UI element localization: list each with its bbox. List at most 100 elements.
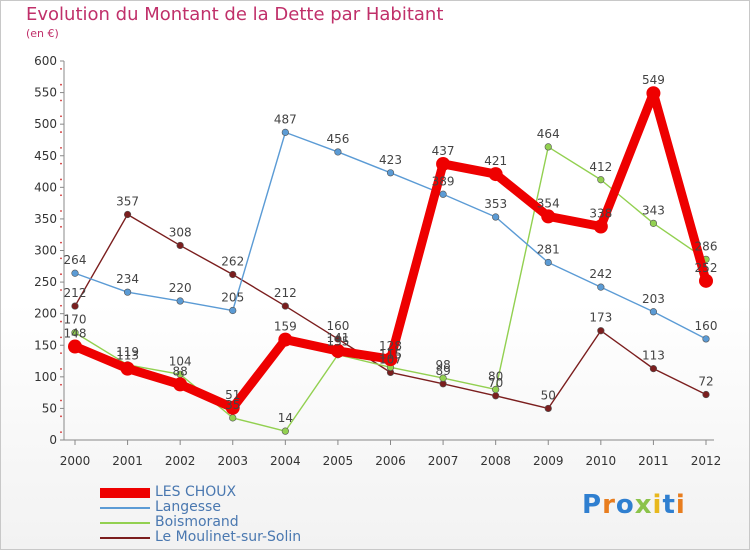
y-minor-dot xyxy=(60,320,62,323)
y-tick-label: 600 xyxy=(34,54,57,68)
y-tick-label: 0 xyxy=(49,433,57,447)
data-point xyxy=(649,219,658,227)
data-point xyxy=(646,86,661,101)
data-point xyxy=(229,414,237,422)
data-point xyxy=(71,302,79,310)
y-minor-dot xyxy=(60,383,62,386)
data-label: 170 xyxy=(64,313,87,327)
data-label: 113 xyxy=(642,349,665,363)
data-point xyxy=(597,283,605,291)
data-label: 264 xyxy=(64,253,87,267)
y-tick-label: 200 xyxy=(34,307,57,321)
y-minor-dot xyxy=(60,162,62,165)
legend-label: Le Moulinet-sur-Solin xyxy=(155,529,302,545)
data-label: 113 xyxy=(116,349,139,363)
data-point xyxy=(176,297,184,305)
data-label: 72 xyxy=(698,375,713,389)
data-label: 159 xyxy=(274,320,297,334)
data-point xyxy=(281,128,289,136)
data-label: 203 xyxy=(642,292,665,306)
y-minor-dot xyxy=(60,368,62,370)
chart-title: Evolution du Montant de la Dette par Hab… xyxy=(26,4,444,25)
data-point xyxy=(225,400,240,415)
y-minor-dot xyxy=(60,241,62,244)
y-minor-dot xyxy=(60,131,62,133)
x-tick-label: 2002 xyxy=(165,454,196,468)
data-label: 549 xyxy=(642,73,665,87)
data-label: 286 xyxy=(695,239,718,253)
data-point xyxy=(492,213,500,221)
legend-swatch xyxy=(100,522,150,524)
data-label: 160 xyxy=(695,319,718,333)
data-label: 357 xyxy=(116,194,139,208)
y-tick-label: 400 xyxy=(34,180,57,194)
x-tick-label: 2001 xyxy=(112,454,143,468)
y-minor-dot xyxy=(60,115,62,118)
data-label: 262 xyxy=(221,255,244,269)
data-label: 308 xyxy=(169,225,192,239)
data-point xyxy=(436,156,451,171)
data-point xyxy=(173,377,188,392)
data-point xyxy=(702,335,710,343)
logo-letter: i xyxy=(652,490,663,520)
data-point xyxy=(120,361,135,376)
legend-swatch xyxy=(100,488,150,498)
data-label: 107 xyxy=(379,352,402,366)
y-minor-dot xyxy=(60,194,62,197)
data-label: 421 xyxy=(484,154,507,168)
y-tick-label: 500 xyxy=(34,117,57,131)
data-label: 343 xyxy=(642,203,665,217)
y-tick-label: 450 xyxy=(34,149,57,163)
x-tick-label: 2004 xyxy=(270,454,301,468)
data-label: 353 xyxy=(484,197,507,211)
data-point xyxy=(229,270,237,279)
y-minor-dot xyxy=(60,178,62,181)
data-label: 464 xyxy=(537,127,560,141)
y-tick-label: 100 xyxy=(34,370,57,384)
data-label: 212 xyxy=(274,286,297,300)
y-minor-dot xyxy=(60,304,62,307)
data-label: 148 xyxy=(64,327,87,341)
data-point xyxy=(544,258,552,267)
x-tick-label: 2012 xyxy=(691,454,722,468)
data-point xyxy=(541,209,556,224)
y-minor-dot xyxy=(60,83,62,86)
legend-label: LES CHOUX xyxy=(155,484,237,500)
data-label: 98 xyxy=(435,358,450,372)
legend-label: Langesse xyxy=(155,499,221,515)
data-label: 437 xyxy=(432,144,455,158)
data-point xyxy=(330,343,345,358)
data-label: 242 xyxy=(589,267,612,281)
y-tick-label: 550 xyxy=(34,86,57,100)
y-minor-dot xyxy=(60,99,62,102)
data-point xyxy=(123,288,132,296)
y-tick-label: 350 xyxy=(34,212,57,226)
chart-subtitle: (en €) xyxy=(26,27,59,40)
data-label: 212 xyxy=(64,286,87,300)
x-tick-label: 2009 xyxy=(533,454,564,468)
y-minor-dot xyxy=(60,289,62,291)
data-label: 389 xyxy=(432,174,455,188)
y-minor-dot xyxy=(60,146,62,149)
data-point xyxy=(281,427,289,435)
y-tick-label: 150 xyxy=(34,338,57,352)
data-point xyxy=(281,302,289,310)
data-label: 173 xyxy=(589,311,612,325)
data-label: 252 xyxy=(695,261,718,275)
data-point xyxy=(699,273,713,288)
data-label: 88 xyxy=(173,364,188,378)
logo-letter: P xyxy=(582,490,603,520)
data-point xyxy=(386,169,395,177)
x-tick-label: 2006 xyxy=(375,454,406,468)
data-point xyxy=(439,374,447,382)
data-label: 487 xyxy=(274,112,297,126)
y-minor-dot xyxy=(60,257,62,260)
data-point xyxy=(278,332,293,347)
y-minor-dot xyxy=(60,336,62,339)
data-label: 160 xyxy=(326,319,349,333)
y-minor-dot xyxy=(60,67,62,70)
logo-letter: r xyxy=(602,490,616,520)
data-label: 35 xyxy=(225,398,240,412)
data-point xyxy=(488,167,503,182)
